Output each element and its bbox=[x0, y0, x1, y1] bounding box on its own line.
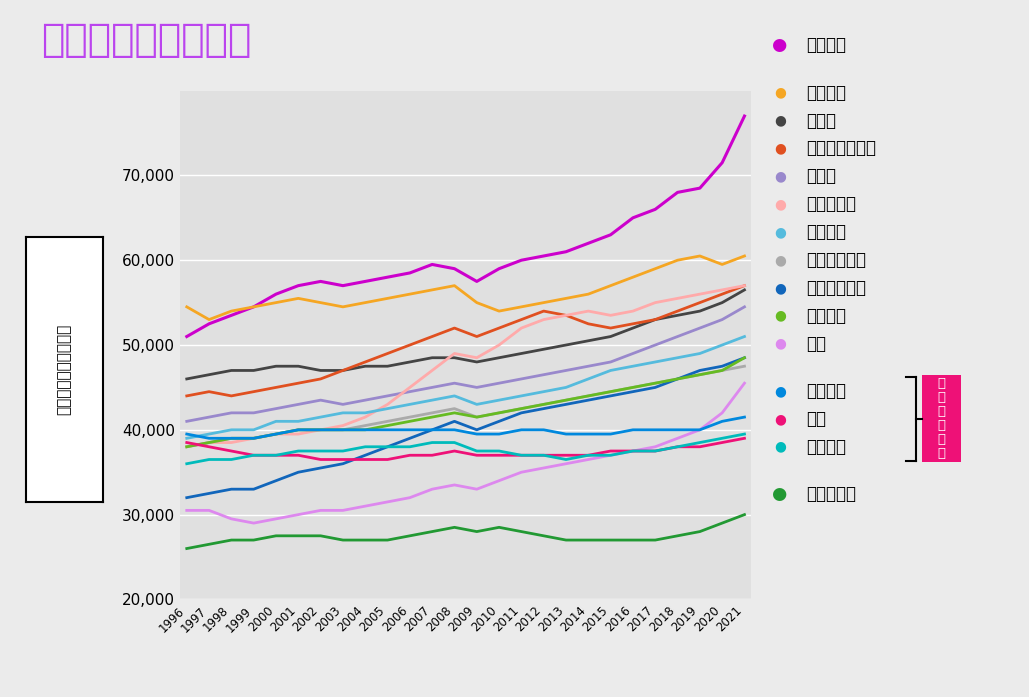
Text: ●: ● bbox=[774, 141, 786, 155]
Text: フランス: フランス bbox=[806, 307, 846, 325]
Text: ●: ● bbox=[774, 281, 786, 295]
Text: ドイツ: ドイツ bbox=[806, 112, 836, 130]
Text: ●: ● bbox=[774, 412, 786, 426]
Text: ●: ● bbox=[774, 86, 786, 100]
Text: 日本: 日本 bbox=[806, 410, 825, 428]
Text: 賃
金
下
位
集
団: 賃 金 下 位 集 団 bbox=[937, 377, 946, 461]
Text: ●: ● bbox=[774, 169, 786, 183]
Text: ●: ● bbox=[774, 253, 786, 267]
Text: ●: ● bbox=[773, 36, 787, 54]
Text: ●: ● bbox=[774, 337, 786, 351]
Text: スウェーデン: スウェーデン bbox=[806, 279, 865, 297]
Text: オランダ: オランダ bbox=[806, 84, 846, 102]
Text: フィンランド: フィンランド bbox=[806, 251, 865, 269]
Text: ●: ● bbox=[774, 225, 786, 239]
Text: カナダ: カナダ bbox=[806, 167, 836, 185]
Text: イギリス: イギリス bbox=[806, 223, 846, 241]
Text: スペイン: スペイン bbox=[806, 438, 846, 456]
Text: 平均年間賃金（ドル）: 平均年間賃金（ドル） bbox=[57, 324, 72, 415]
Text: ●: ● bbox=[774, 309, 786, 323]
Text: ●: ● bbox=[774, 114, 786, 128]
Text: イタリア: イタリア bbox=[806, 382, 846, 400]
Text: 日本は賃金下位集団: 日本は賃金下位集団 bbox=[41, 21, 251, 59]
Text: ●: ● bbox=[774, 384, 786, 398]
Text: アメリカ: アメリカ bbox=[806, 36, 846, 54]
Text: オーストラリア: オーストラリア bbox=[806, 139, 876, 158]
Text: 韓国: 韓国 bbox=[806, 335, 825, 353]
Text: ●: ● bbox=[774, 440, 786, 454]
Text: ポルトガル: ポルトガル bbox=[806, 485, 856, 503]
Text: ●: ● bbox=[774, 197, 786, 211]
Text: ノルウェー: ノルウェー bbox=[806, 195, 856, 213]
Text: ●: ● bbox=[773, 485, 787, 503]
